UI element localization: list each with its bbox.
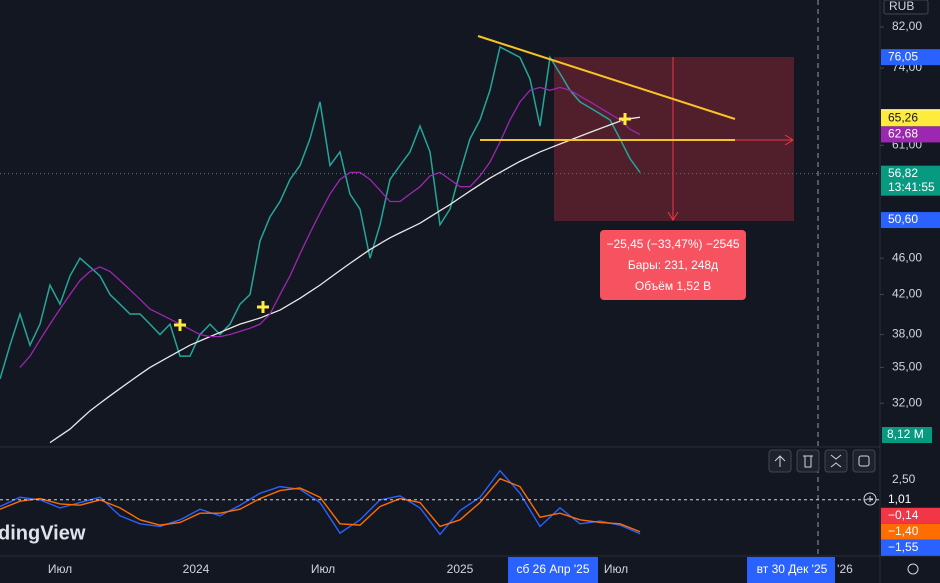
y-tick-label: 46,00: [892, 250, 922, 264]
indicator-badge-label: −1,40: [888, 524, 919, 538]
price-badge-label: 65,26: [888, 110, 918, 124]
indicator-line: [0, 469, 641, 536]
measure-tooltip: [600, 230, 746, 300]
icon: [774, 455, 786, 467]
measure-text: Бары: 231, 248д: [628, 258, 718, 272]
price-badge-label: 76,05: [888, 49, 918, 63]
measure-text: Объём 1,52 B: [635, 279, 711, 293]
indicator-badge-label: 1,01: [888, 492, 912, 506]
toolbar: [768, 449, 919, 575]
icon: [867, 496, 873, 502]
series-line: [0, 45, 641, 380]
volume-badge: [882, 427, 932, 443]
icon: [858, 455, 870, 467]
cross-markers: [174, 113, 631, 331]
y-tick-label: 2,50: [892, 472, 916, 486]
measure-text: −25,45 (−33,47%) −2545: [606, 237, 739, 251]
price-badge-label: 56,82: [888, 166, 918, 180]
countdown: 13:41:55: [888, 180, 935, 194]
x-tick-label: сб 26 Апр '25: [516, 562, 589, 576]
x-tick-label: 2025: [447, 562, 474, 576]
y-tick-label: 38,00: [892, 327, 922, 341]
time-badge: [508, 557, 598, 583]
x-tick-label: Июл: [604, 562, 628, 576]
button[interactable]: [824, 449, 848, 473]
price-badge: [881, 126, 940, 143]
y-tick-label: 42,00: [892, 287, 922, 301]
x-tick-label: Июл: [48, 562, 72, 576]
x-tick-label: '26: [837, 562, 853, 576]
y-tick-label: 35,00: [892, 360, 922, 374]
indicator-badge-label: −1,55: [888, 540, 919, 554]
x-tick-label: 2024: [183, 562, 210, 576]
indicator-badge: [881, 523, 940, 540]
trend-line: [477, 35, 736, 120]
watermark: dingView: [0, 522, 86, 544]
indicator-line: [0, 477, 641, 533]
price-badge-label: 50,60: [888, 212, 918, 226]
indicator-badge: [881, 507, 940, 524]
price-badge-label: 62,68: [888, 127, 918, 141]
series-line: [19, 86, 641, 368]
indicator-badge: [881, 539, 940, 556]
series-line: [49, 116, 641, 444]
button[interactable]: [852, 449, 876, 473]
x-tick-label: вт 30 Дек '25: [757, 562, 828, 576]
time-badge: [747, 557, 835, 583]
icon: [830, 454, 842, 468]
price-badge: [881, 110, 940, 127]
x-tick-label: Июл: [311, 562, 335, 576]
arrow-head: [784, 134, 794, 146]
price-badge: [881, 165, 940, 196]
icon: [803, 455, 813, 468]
y-tick-label: 32,00: [892, 395, 922, 409]
button[interactable]: [796, 449, 820, 473]
price-badge: [881, 212, 940, 229]
add-button[interactable]: [863, 492, 877, 506]
price-badge: [881, 49, 940, 66]
currency-box: [883, 0, 929, 15]
settings-button[interactable]: [907, 563, 919, 575]
y-tick-label: 82,00: [892, 19, 922, 33]
volume-label: 8,12 M: [887, 427, 924, 441]
indicator-badge-label: −0,14: [888, 508, 919, 522]
indicator-badge: [881, 491, 940, 508]
arrow-head: [667, 211, 679, 221]
currency: RUB: [889, 0, 914, 13]
